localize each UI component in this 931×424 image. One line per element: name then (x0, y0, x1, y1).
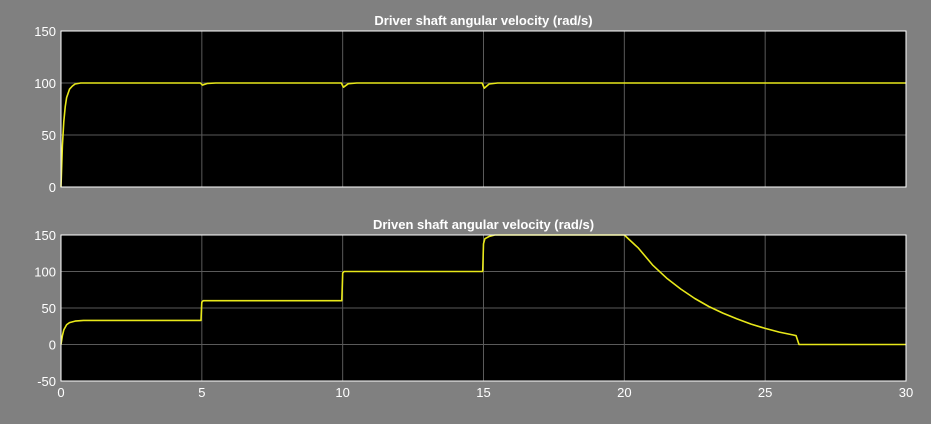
axes-frame-1 (60, 30, 907, 188)
y-tick-label: 150 (34, 228, 56, 243)
y-tick-label: 50 (42, 128, 56, 143)
x-tick-label: 20 (617, 385, 631, 400)
chart-title-2: Driven shaft angular velocity (rad/s) (373, 217, 594, 232)
series-line-2-1 (60, 234, 906, 346)
y-tick-label: 150 (34, 24, 56, 39)
y-tick-label: 100 (34, 265, 56, 280)
y-tick-label: 100 (34, 76, 56, 91)
y-tick-label: 0 (49, 338, 56, 353)
x-tick-label: 15 (476, 385, 490, 400)
axes-frame-2 (60, 234, 907, 382)
x-tick-label: 0 (57, 385, 64, 400)
x-tick-label: 25 (758, 385, 772, 400)
y-tick-label: 0 (49, 180, 56, 195)
x-tick-label: 5 (198, 385, 205, 400)
axes-1: 0 50 100 150 Driver shaft angular velocity (… (34, 13, 907, 195)
series-line-1-1 (60, 82, 906, 188)
x-tick-label: 10 (335, 385, 349, 400)
x-tick-label: 30 (899, 385, 913, 400)
y-tick-label: 50 (42, 301, 56, 316)
y-tick-label: -50 (37, 374, 56, 389)
chart-title-1: Driver shaft angular velocity (rad/s) (374, 13, 592, 28)
